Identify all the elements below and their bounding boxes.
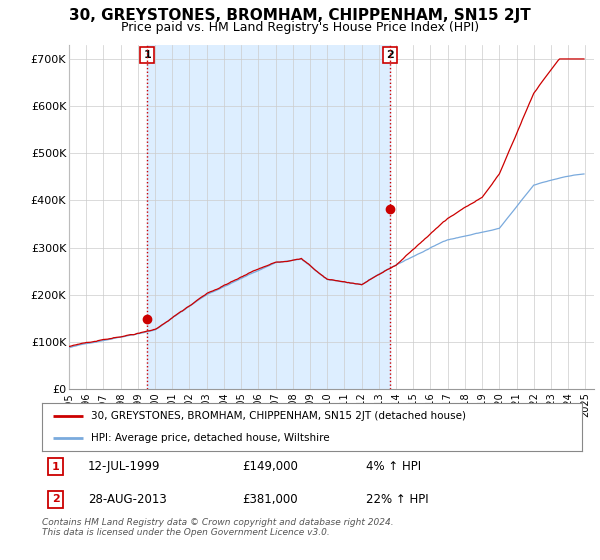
Text: 4% ↑ HPI: 4% ↑ HPI	[366, 460, 421, 473]
Bar	[147, 45, 390, 389]
Text: Price paid vs. HM Land Registry's House Price Index (HPI): Price paid vs. HM Land Registry's House …	[121, 21, 479, 34]
Text: 30, GREYSTONES, BROMHAM, CHIPPENHAM, SN15 2JT (detached house): 30, GREYSTONES, BROMHAM, CHIPPENHAM, SN1…	[91, 411, 466, 421]
Text: 2: 2	[52, 494, 59, 505]
Text: Contains HM Land Registry data © Crown copyright and database right 2024.
This d: Contains HM Land Registry data © Crown c…	[42, 518, 394, 538]
Text: 28-AUG-2013: 28-AUG-2013	[88, 493, 167, 506]
Text: HPI: Average price, detached house, Wiltshire: HPI: Average price, detached house, Wilt…	[91, 433, 329, 443]
Text: £381,000: £381,000	[242, 493, 298, 506]
Text: 1: 1	[52, 461, 59, 472]
Text: 22% ↑ HPI: 22% ↑ HPI	[366, 493, 428, 506]
Text: £149,000: £149,000	[242, 460, 298, 473]
Text: 1: 1	[143, 50, 151, 60]
Text: 2: 2	[386, 50, 394, 60]
Text: 12-JUL-1999: 12-JUL-1999	[88, 460, 160, 473]
Text: 30, GREYSTONES, BROMHAM, CHIPPENHAM, SN15 2JT: 30, GREYSTONES, BROMHAM, CHIPPENHAM, SN1…	[69, 8, 531, 24]
